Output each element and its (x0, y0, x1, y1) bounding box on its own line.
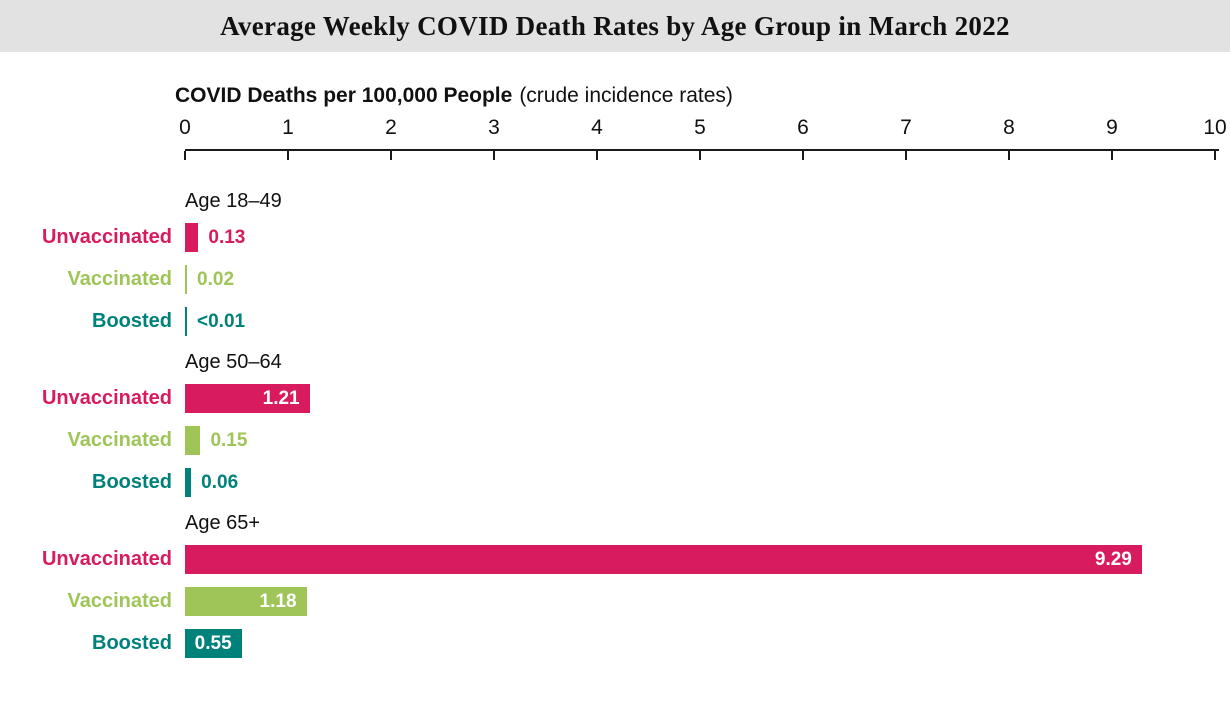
axis-tick-label: 5 (694, 116, 706, 139)
bar-value-label: 0.55 (194, 632, 232, 654)
axis-tick-mark (493, 151, 495, 160)
axis-tick-mark (596, 151, 598, 160)
x-axis-title-note: (crude incidence rates) (519, 84, 733, 107)
axis-tick-mark (287, 151, 289, 160)
age-group: Age 50–64 Unvaccinated 1.21 Vaccinated 0.15 B… (0, 349, 1230, 497)
bar-row: Unvaccinated 1.21 (0, 384, 1230, 413)
bar-unvaccinated (185, 545, 1142, 574)
bar-row: Boosted 0.55 (0, 629, 1230, 658)
bar-row: Vaccinated 0.15 (0, 426, 1230, 455)
bar-row-label: Unvaccinated (41, 387, 172, 409)
axis-tick-label: 10 (1203, 116, 1227, 139)
axis-tick-label: 6 (797, 116, 809, 139)
bar-unvaccinated (185, 384, 310, 413)
bar-row-label: Vaccinated (67, 268, 172, 290)
bar-row-label: Vaccinated (67, 590, 172, 612)
age-group-label: Age 18–49 (185, 190, 282, 212)
x-axis-line (184, 149, 1219, 161)
axis-tick-mark (802, 151, 804, 160)
chart-area: Age 18–49 Unvaccinated 0.13 Vaccinated 0.02 B… (0, 179, 1230, 671)
axis-tick-mark (699, 151, 701, 160)
axis-tick-mark (390, 151, 392, 160)
bar-row: Vaccinated 0.02 (0, 265, 1230, 294)
x-axis-labels: 0 1 2 3 4 5 6 7 8 9 10 (179, 116, 1227, 142)
bar-row-label: Boosted (92, 471, 172, 493)
bar-row: Vaccinated 1.18 (0, 587, 1230, 616)
chart-title: Average Weekly COVID Death Rates by Age … (220, 10, 1010, 41)
bar-value-label: 1.21 (262, 387, 300, 409)
bar-value-label: 0.15 (210, 429, 248, 451)
bar-track: 0.13 (185, 223, 1230, 252)
bar-track: 0.06 (185, 468, 1230, 497)
axis-tick-label: 4 (591, 116, 603, 139)
bar-row-label: Unvaccinated (41, 548, 172, 570)
bar-track: 9.29 (185, 545, 1230, 574)
axis-tick-label: 2 (385, 116, 397, 139)
age-group: Age 18–49 Unvaccinated 0.13 Vaccinated 0.02 B… (0, 188, 1230, 336)
axis-tick-mark (1214, 151, 1216, 160)
bar-track: 0.55 (185, 629, 1230, 658)
bar-row-label: Boosted (92, 310, 172, 332)
bar-track: 0.02 (185, 265, 1230, 294)
axis-tick-label: 7 (900, 116, 912, 139)
x-axis-title-main: COVID Deaths per 100,000 People (175, 84, 513, 107)
axis-tick-label: 0 (179, 116, 191, 139)
bar-boosted (185, 468, 192, 497)
bar-value-label: 1.18 (259, 590, 297, 612)
x-axis: 0 1 2 3 4 5 6 7 8 9 10 (179, 116, 1227, 164)
axis-tick-label: 8 (1003, 116, 1015, 139)
age-group: Age 65+ Unvaccinated 9.29 Vaccinated 1.18 Boo… (0, 510, 1230, 658)
axis-tick-label: 3 (488, 116, 500, 139)
axis-tick-mark (1008, 151, 1010, 160)
bar-track: <0.01 (185, 307, 1230, 336)
bar-value-label: 0.13 (208, 226, 246, 248)
bar-row: Boosted 0.06 (0, 468, 1230, 497)
bar-boosted (185, 629, 242, 658)
title-banner: Average Weekly COVID Death Rates by Age … (0, 0, 1230, 52)
bar-row: Unvaccinated 9.29 (0, 545, 1230, 574)
bar-row: Unvaccinated 0.13 (0, 223, 1230, 252)
bar-unvaccinated (185, 223, 199, 252)
bar-vaccinated (185, 426, 201, 455)
bar-vaccinated (185, 265, 188, 294)
bar-row-label: Unvaccinated (41, 226, 172, 248)
bar-value-label: <0.01 (197, 310, 246, 332)
bar-row: Boosted <0.01 (0, 307, 1230, 336)
x-axis-title: COVID Deaths per 100,000 People (crude in… (175, 84, 733, 108)
axis-tick-mark (905, 151, 907, 160)
bar-vaccinated (185, 587, 307, 616)
bar-value-label: 9.29 (1094, 548, 1132, 570)
axis-tick-mark (1111, 151, 1113, 160)
bar-value-label: 0.06 (201, 471, 239, 493)
bar-value-label: 0.02 (197, 268, 235, 290)
bar-track: 1.21 (185, 384, 1230, 413)
axis-tick-label: 1 (282, 116, 294, 139)
age-group-label: Age 50–64 (185, 351, 282, 373)
bar-boosted (185, 307, 187, 336)
bar-track: 1.18 (185, 587, 1230, 616)
bar-track: 0.15 (185, 426, 1230, 455)
bar-row-label: Boosted (92, 632, 172, 654)
axis-tick-mark (184, 151, 186, 160)
age-group-label: Age 65+ (185, 512, 261, 534)
axis-tick-label: 9 (1106, 116, 1118, 139)
bar-row-label: Vaccinated (67, 429, 172, 451)
